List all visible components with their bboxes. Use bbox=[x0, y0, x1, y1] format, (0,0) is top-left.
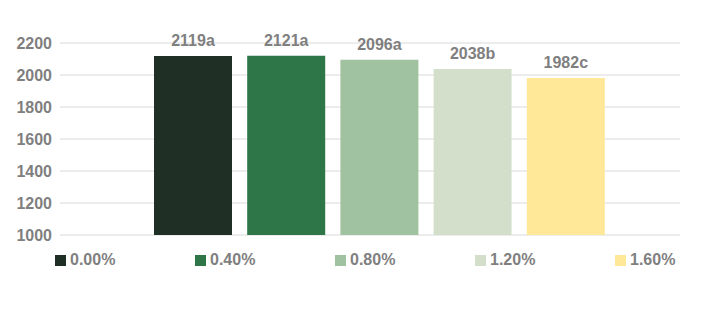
svg-text:1982c: 1982c bbox=[544, 54, 589, 71]
svg-text:1000: 1000 bbox=[16, 227, 52, 244]
svg-text:2038b: 2038b bbox=[450, 45, 496, 62]
svg-text:1600: 1600 bbox=[16, 131, 52, 148]
svg-text:2119a: 2119a bbox=[171, 32, 215, 49]
html-text:1.20%: 1.20% bbox=[490, 251, 536, 268]
html-text:0.40%: 0.40% bbox=[210, 251, 256, 268]
svg-text:1200: 1200 bbox=[16, 195, 52, 212]
html-text:0.80%: 0.80% bbox=[350, 251, 396, 268]
html-text:0.00%: 0.00% bbox=[70, 251, 116, 268]
svg-text:2121a: 2121a bbox=[264, 32, 309, 49]
svg-text:2200: 2200 bbox=[16, 35, 52, 52]
svg-text:1400: 1400 bbox=[16, 163, 52, 180]
html-text:1.60%: 1.60% bbox=[630, 251, 676, 268]
svg-text:2096a: 2096a bbox=[357, 36, 402, 53]
svg-text:2000: 2000 bbox=[16, 67, 52, 84]
svg-text:1800: 1800 bbox=[16, 99, 52, 116]
